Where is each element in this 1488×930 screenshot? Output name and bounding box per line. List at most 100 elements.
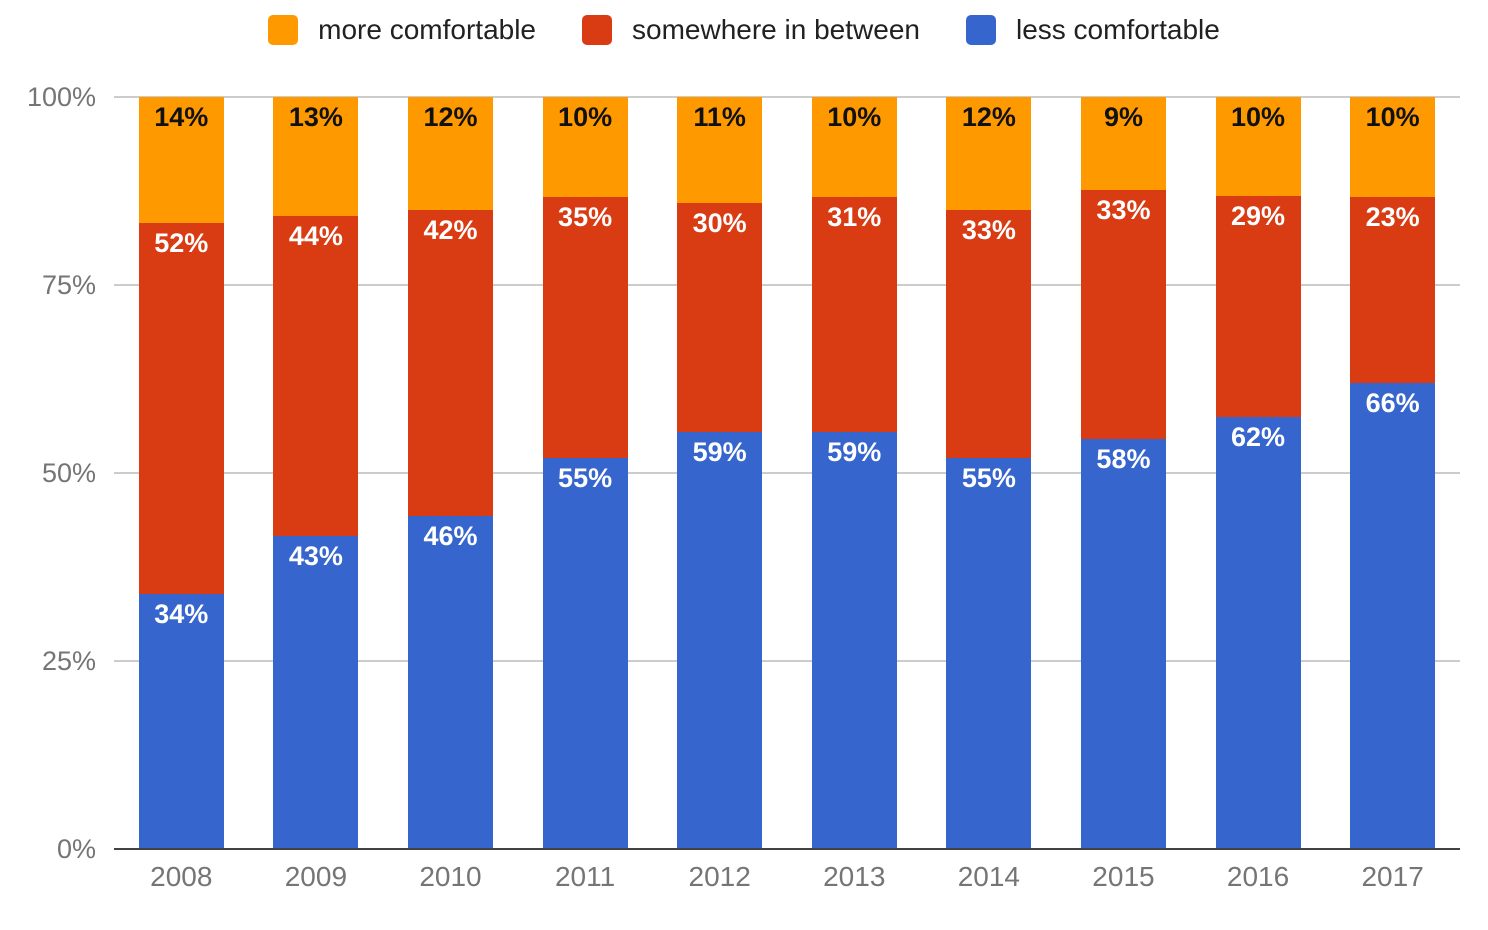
bar-value-label: 34% bbox=[154, 599, 209, 630]
x-tick-label: 2013 bbox=[823, 861, 886, 892]
bar-segment: 31% bbox=[811, 196, 897, 433]
bar-2014: 12% 33% 55% bbox=[946, 97, 1032, 849]
bar-value-label: 46% bbox=[423, 521, 478, 552]
bar-slot-2016: 10% 29% 62% bbox=[1191, 97, 1326, 849]
bar-value-label: 55% bbox=[558, 463, 613, 494]
y-tick-label: 100% bbox=[26, 82, 96, 112]
gridline bbox=[114, 96, 1460, 98]
x-tick-label: 2009 bbox=[284, 861, 348, 892]
bar-slot-2009: 13% 44% 43% bbox=[249, 97, 384, 849]
bar-value-label: 13% bbox=[288, 102, 343, 132]
bar-value-label: 12% bbox=[423, 102, 478, 132]
gridline bbox=[114, 660, 1460, 662]
bar-segment: 58% bbox=[1080, 438, 1166, 850]
legend-label: less comfortable bbox=[1015, 14, 1220, 45]
bar-segment: 33% bbox=[1080, 190, 1166, 439]
legend: more comfortable somewhere in between le… bbox=[0, 14, 1488, 46]
bar-value-label: 10% bbox=[1231, 102, 1286, 132]
y-tick-label: 25% bbox=[41, 646, 96, 676]
bar-value-label: 33% bbox=[1096, 195, 1151, 226]
bar-segment: 14% bbox=[138, 97, 224, 223]
bar-value-label: 29% bbox=[1231, 201, 1286, 232]
legend-label: more comfortable bbox=[318, 14, 537, 45]
y-tick-label: 0% bbox=[56, 834, 96, 864]
bar-slot-2011: 10% 35% 55% bbox=[518, 97, 653, 849]
bar-segment: 52% bbox=[138, 222, 224, 595]
bar-segment: 43% bbox=[273, 535, 359, 849]
bar-2013: 10% 31% 59% bbox=[811, 97, 897, 849]
bar-segment: 44% bbox=[273, 216, 359, 536]
bar-segment: 35% bbox=[542, 196, 628, 459]
x-axis: 2008 2009 2010 2011 2012 2013 2014 2015 2016 2017 bbox=[114, 861, 1460, 893]
bar-slot-2017: 10% 23% 66% bbox=[1325, 97, 1460, 849]
bar-segment: 34% bbox=[138, 594, 224, 849]
bar-value-label: 10% bbox=[827, 102, 882, 132]
bar-segment: 10% bbox=[811, 97, 897, 197]
bar-value-label: 31% bbox=[827, 201, 882, 232]
legend-swatch-more-comfortable bbox=[268, 15, 299, 45]
bar-value-label: 11% bbox=[693, 102, 746, 132]
bar-2017: 10% 23% 66% bbox=[1350, 97, 1436, 849]
bar-2012: 11% 30% 59% bbox=[677, 97, 763, 849]
legend-swatch-less-comfortable bbox=[965, 15, 996, 45]
bar-segment: 55% bbox=[946, 458, 1032, 849]
bar-segment: 13% bbox=[273, 97, 359, 217]
gridline bbox=[114, 284, 1460, 286]
bar-2015: 9% 33% 58% bbox=[1080, 97, 1166, 850]
bar-segment: 11% bbox=[677, 97, 763, 204]
bar-value-label: 62% bbox=[1231, 421, 1286, 452]
x-axis-baseline bbox=[114, 848, 1460, 850]
bar-value-label: 66% bbox=[1365, 387, 1420, 418]
plot-area: 14% 52% 34% 13% 44% 43% 12% 42% 46% 10% 35% 55% 11% 3… bbox=[114, 96, 1460, 850]
bar-value-label: 59% bbox=[827, 437, 882, 468]
legend-label: somewhere in between bbox=[632, 14, 920, 45]
bar-segment: 42% bbox=[407, 209, 493, 517]
bar-value-label: 14% bbox=[154, 102, 209, 132]
x-tick-label: 2010 bbox=[419, 861, 482, 892]
bar-slot-2013: 10% 31% 59% bbox=[787, 97, 922, 849]
bar-value-label: 33% bbox=[961, 214, 1016, 245]
bar-slot-2015: 9% 33% 58% bbox=[1056, 97, 1191, 850]
legend-swatch-somewhere-in-between bbox=[582, 15, 613, 45]
gridline bbox=[114, 472, 1460, 474]
bar-segment: 9% bbox=[1080, 97, 1166, 191]
bar-value-label: 23% bbox=[1365, 202, 1420, 233]
x-tick-label: 2014 bbox=[957, 861, 1020, 892]
y-axis: 100% 75% 50% 25% 0% bbox=[0, 82, 96, 864]
bar-value-label: 9% bbox=[1103, 102, 1143, 132]
bar-segment: 66% bbox=[1350, 382, 1436, 849]
bar-segment: 29% bbox=[1215, 196, 1301, 417]
bars: 14% 52% 34% 13% 44% 43% 12% 42% 46% 10% 35% 55% 11% 3… bbox=[114, 97, 1460, 850]
bar-segment: 10% bbox=[1350, 97, 1436, 198]
x-tick-label: 2008 bbox=[150, 861, 213, 892]
bar-slot-2012: 11% 30% 59% bbox=[652, 97, 787, 849]
bar-value-label: 12% bbox=[961, 102, 1016, 132]
bar-slot-2010: 12% 42% 46% bbox=[383, 97, 518, 849]
bar-value-label: 35% bbox=[558, 201, 613, 232]
bar-value-label: 30% bbox=[692, 208, 747, 239]
x-tick-label: 2015 bbox=[1092, 861, 1155, 892]
y-tick-label: 50% bbox=[41, 458, 96, 488]
bar-segment: 33% bbox=[946, 209, 1032, 459]
bar-segment: 10% bbox=[1215, 97, 1301, 197]
x-tick-label: 2017 bbox=[1361, 861, 1424, 892]
bar-value-label: 55% bbox=[961, 463, 1016, 494]
legend-item-more-comfortable: more comfortable bbox=[268, 14, 536, 46]
bar-segment: 30% bbox=[677, 203, 763, 433]
x-tick-label: 2016 bbox=[1226, 861, 1290, 892]
bar-2016: 10% 29% 62% bbox=[1215, 97, 1301, 849]
bar-value-label: 43% bbox=[288, 540, 343, 571]
bar-value-label: 59% bbox=[692, 437, 747, 468]
bar-value-label: 10% bbox=[558, 102, 613, 132]
bar-value-label: 42% bbox=[423, 214, 478, 245]
bar-value-label: 10% bbox=[1365, 102, 1420, 132]
bar-2009: 13% 44% 43% bbox=[273, 97, 359, 849]
bar-value-label: 58% bbox=[1096, 443, 1151, 474]
bar-segment: 46% bbox=[407, 516, 493, 849]
bar-slot-2008: 14% 52% 34% bbox=[114, 97, 249, 849]
bar-segment: 12% bbox=[946, 97, 1032, 210]
bar-segment: 10% bbox=[542, 97, 628, 197]
bar-2008: 14% 52% 34% bbox=[138, 97, 224, 849]
bar-segment: 23% bbox=[1350, 197, 1436, 383]
